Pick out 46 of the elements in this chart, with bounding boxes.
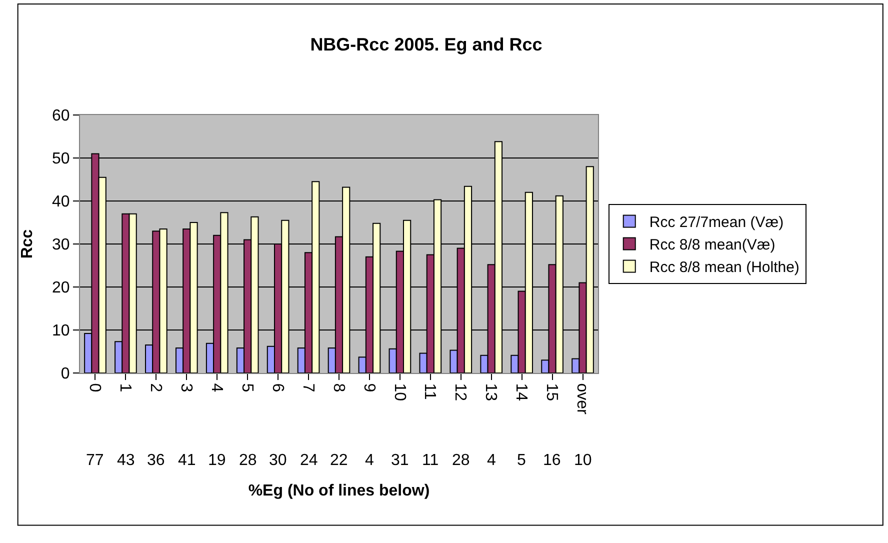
text: 10 [574, 452, 592, 469]
y-tick-label: 60 [52, 108, 70, 125]
x-tick-label: 5 [238, 383, 256, 392]
x-tick-label: 10 [390, 383, 408, 402]
text: 11 [422, 452, 439, 469]
x-tick-label: 1 [116, 383, 134, 392]
x-tick-label: 4 [208, 383, 225, 392]
text: 41 [178, 452, 196, 469]
text: 31 [391, 452, 409, 469]
y-tick-label: 30 [52, 236, 70, 254]
x-tick-label: 0 [86, 383, 104, 392]
x-tick-label: 6 [268, 383, 286, 392]
x-tick-label: 15 [543, 383, 560, 402]
y-tick-label: 40 [52, 194, 70, 211]
text: 36 [147, 452, 165, 469]
x-tick-label: 2 [146, 383, 164, 392]
text: 4 [487, 452, 496, 469]
text: 77 [86, 452, 104, 469]
x-tick-label: 13 [482, 383, 500, 402]
text: 16 [543, 452, 561, 469]
text: 28 [239, 452, 257, 469]
legend-label: Rcc 27/7mean (Væ) [649, 214, 784, 232]
y-tick-label: 10 [52, 322, 70, 340]
x-tick-label: 8 [330, 383, 347, 392]
text: 22 [330, 452, 348, 469]
x-tick-label: 11 [421, 383, 438, 400]
text: 19 [208, 452, 226, 469]
legend-label: Rcc 8/8 mean (Holthe) [649, 259, 800, 276]
x-tick-label: 3 [177, 383, 194, 392]
x-tick-label: 14 [512, 383, 530, 402]
text: 30 [269, 452, 287, 469]
y-tick-label: 50 [52, 150, 70, 168]
text: 28 [452, 452, 470, 469]
x-axis-title: %Eg (No of lines below) [248, 482, 430, 500]
x-tick-label: 9 [360, 383, 378, 392]
y-tick-label: 20 [52, 280, 70, 297]
x-tick-label: 7 [299, 383, 316, 392]
text: 5 [517, 452, 526, 469]
text: 43 [117, 452, 135, 469]
chart-title: NBG-Rcc 2005. Eg and Rcc [310, 34, 542, 55]
x-tick-label: 12 [452, 383, 469, 402]
text: 24 [300, 452, 318, 469]
text: 4 [365, 452, 374, 469]
x-tick-label: over [574, 383, 591, 415]
legend-label: Rcc 8/8 mean(Væ) [649, 236, 776, 254]
y-axis-title: Rcc [18, 229, 36, 259]
